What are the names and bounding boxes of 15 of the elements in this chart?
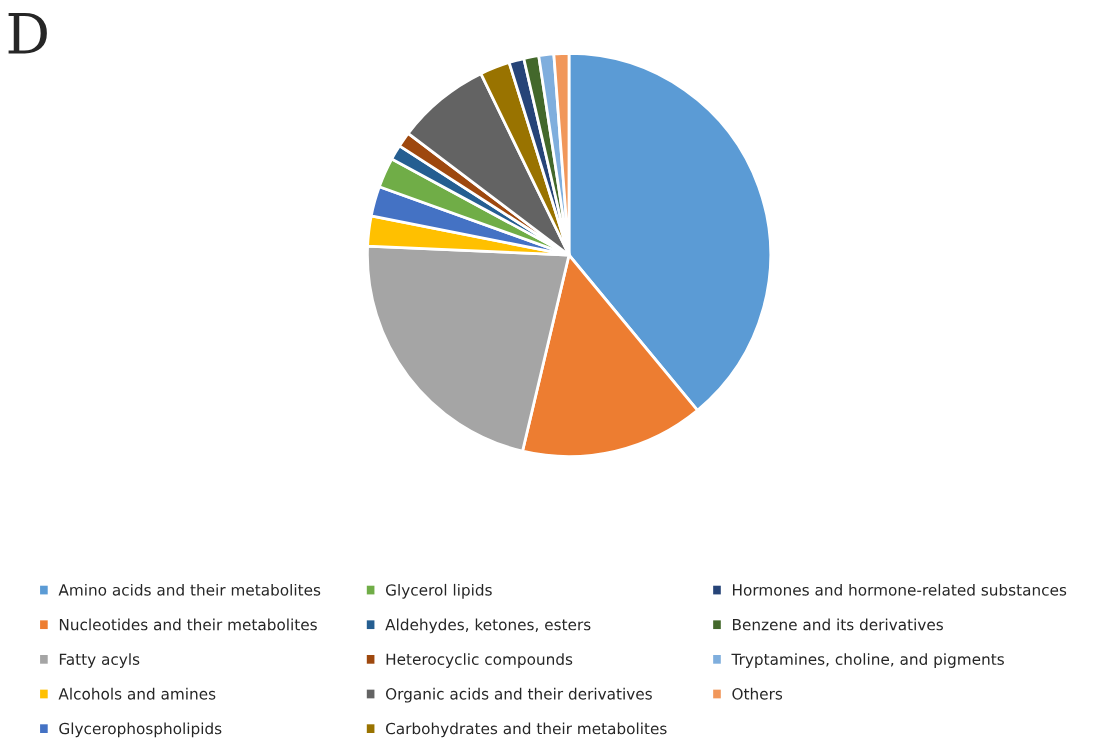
text: D — [8, 12, 47, 54]
legend-label: Glycerophospholipids — [59, 722, 222, 738]
legend-label: Nucleotides and their metabolites — [59, 618, 317, 631]
legend-label: Alcohols and amines — [58, 687, 216, 700]
legend-label: Tryptamines, choline, and pigments — [731, 653, 1004, 668]
legend-label: Carbohydrates and their metabolites — [385, 722, 667, 738]
legend-label: Organic acids and their derivatives — [385, 687, 652, 703]
legend-label: Fatty acyls — [59, 653, 140, 668]
legend-label: Amino acids and their metabolites — [58, 583, 321, 596]
legend-label: Heterocyclic compounds — [386, 653, 573, 668]
legend-label: Others — [732, 687, 783, 700]
legend-label: Hormones and hormone-related substances — [733, 583, 1067, 596]
legend-label: Glycerol lipids — [385, 583, 492, 599]
legend-label: Benzene and its derivatives — [733, 618, 943, 631]
legend-label: Aldehydes, ketones, esters — [385, 618, 591, 634]
